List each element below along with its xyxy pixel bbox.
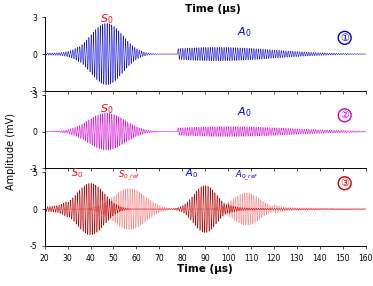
X-axis label: Time (μs): Time (μs) [177,264,233,274]
Text: $S_0$: $S_0$ [100,12,113,26]
Text: ①: ① [340,33,349,43]
Text: ③: ③ [340,178,349,188]
Text: $A_0$: $A_0$ [237,106,251,119]
Text: $A_0$: $A_0$ [185,166,198,180]
Text: $S_0$: $S_0$ [71,166,83,180]
Text: $S_{0\_ref}$: $S_{0\_ref}$ [118,169,141,183]
Text: $S_0$: $S_0$ [100,102,113,116]
Text: Time (μs): Time (μs) [185,4,241,14]
Text: $A_0$: $A_0$ [237,25,251,39]
Text: ②: ② [340,110,349,120]
Text: Amplitude (mV): Amplitude (mV) [6,113,16,190]
Text: $A_{0\_ref}$: $A_{0\_ref}$ [235,169,258,183]
